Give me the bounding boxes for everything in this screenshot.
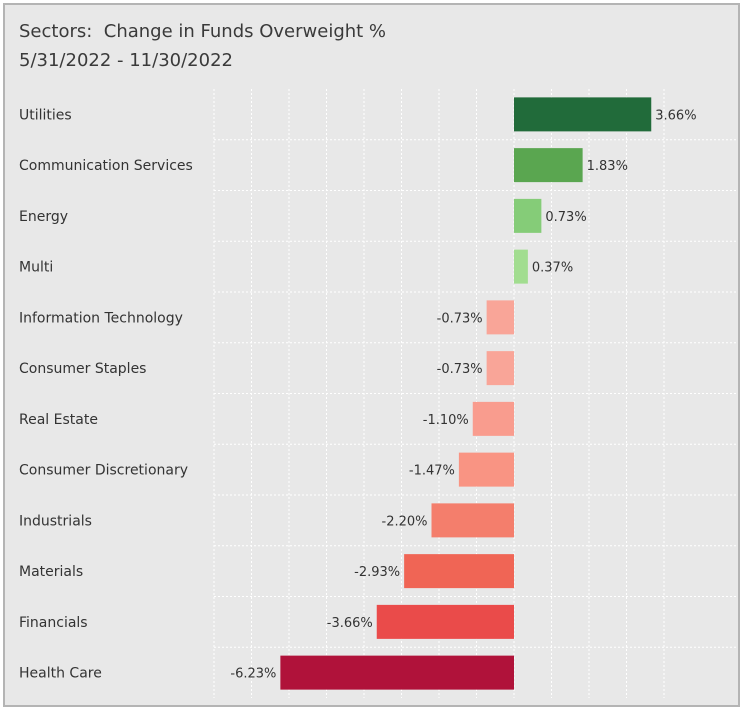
category-label: Multi — [19, 260, 53, 276]
data-label: 0.73% — [545, 210, 586, 225]
data-label: 3.66% — [655, 108, 696, 123]
bar — [376, 604, 514, 639]
category-label: Communication Services — [19, 158, 193, 174]
category-label: Financials — [19, 615, 88, 631]
bar — [458, 452, 514, 487]
bar — [514, 148, 583, 183]
bar — [486, 300, 514, 335]
bar-chart: Utilities 3.66% Communication Services 1.83… — [19, 89, 738, 698]
bar — [431, 503, 514, 538]
data-label: -6.23% — [230, 667, 276, 682]
category-label: Consumer Staples — [19, 361, 146, 377]
data-label: -2.93% — [354, 565, 400, 580]
bar — [472, 401, 514, 436]
bar — [404, 554, 514, 589]
category-label: Utilities — [19, 107, 72, 123]
category-label: Industrials — [19, 513, 92, 529]
chart-title: Sectors: Change in Funds Overweight % — [19, 21, 387, 42]
data-label: -0.73% — [437, 311, 483, 326]
category-label: Information Technology — [19, 310, 183, 326]
category-label: Energy — [19, 209, 68, 225]
data-label: 1.83% — [587, 159, 628, 174]
category-label: Materials — [19, 564, 83, 580]
chart-panel: Sectors: Change in Funds Overweight % 5/… — [3, 3, 740, 707]
bar — [280, 655, 514, 690]
data-label: -1.10% — [423, 413, 469, 428]
chart-subtitle: 5/31/2022 - 11/30/2022 — [19, 50, 233, 71]
bar — [514, 249, 528, 284]
category-label: Real Estate — [19, 412, 98, 428]
data-label: -0.73% — [437, 362, 483, 377]
category-label: Health Care — [19, 666, 102, 682]
bar — [514, 97, 652, 132]
bar — [486, 351, 514, 386]
category-label: Consumer Discretionary — [19, 463, 188, 479]
data-label: -3.66% — [327, 616, 373, 631]
data-label: 0.37% — [532, 261, 573, 276]
data-label: -1.47% — [409, 464, 455, 479]
data-label: -2.20% — [382, 514, 428, 529]
bar — [514, 198, 542, 233]
